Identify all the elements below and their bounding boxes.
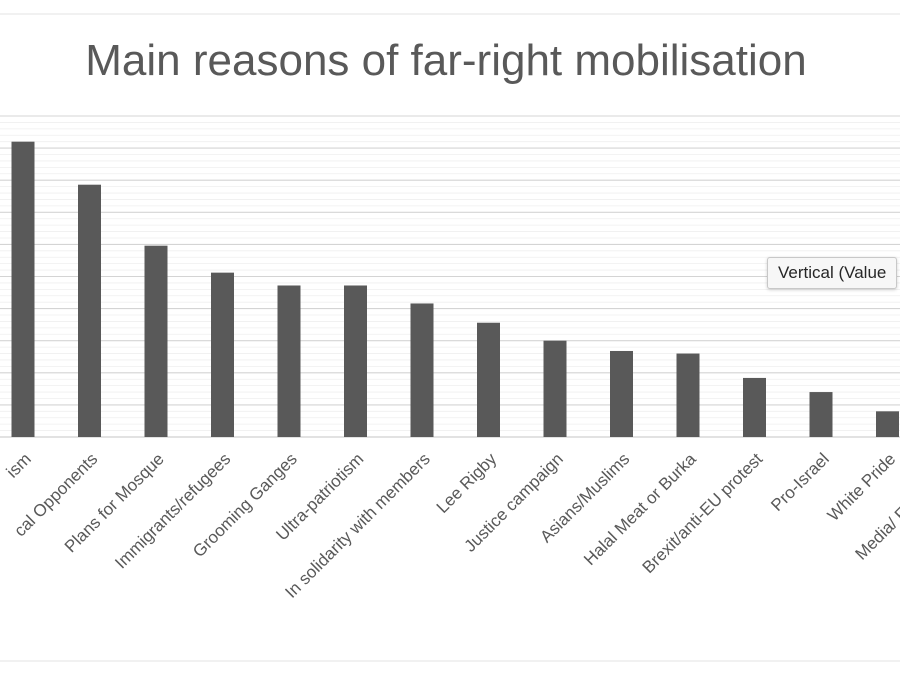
bar[interactable]: [610, 350, 633, 437]
bar[interactable]: [743, 377, 766, 437]
bars: [11, 141, 899, 437]
bar[interactable]: [211, 272, 234, 437]
x-tick-label: ism: [3, 449, 35, 481]
x-tick-label: Immigrants/refugees: [111, 449, 234, 572]
bar[interactable]: [543, 340, 567, 437]
bar[interactable]: [78, 184, 101, 437]
x-tick-label: Brexit/anti-EU protest: [639, 449, 767, 577]
chart-title: Main reasons of far-right mobilisation: [85, 36, 806, 85]
bar[interactable]: [11, 141, 35, 437]
bar[interactable]: [277, 285, 301, 437]
axis-tooltip: Vertical (Value: [767, 257, 898, 289]
bar[interactable]: [410, 303, 434, 437]
x-tick-label: Lee Rigby: [433, 449, 501, 517]
bar[interactable]: [809, 392, 833, 437]
bar[interactable]: [144, 245, 168, 437]
x-tick-label: Halal Meat or Burka: [580, 449, 700, 569]
bar[interactable]: [477, 322, 500, 437]
bar[interactable]: [344, 285, 367, 437]
x-tick-label: Pro-Israel: [767, 449, 833, 515]
bar[interactable]: [676, 353, 700, 437]
bar[interactable]: [876, 411, 899, 437]
